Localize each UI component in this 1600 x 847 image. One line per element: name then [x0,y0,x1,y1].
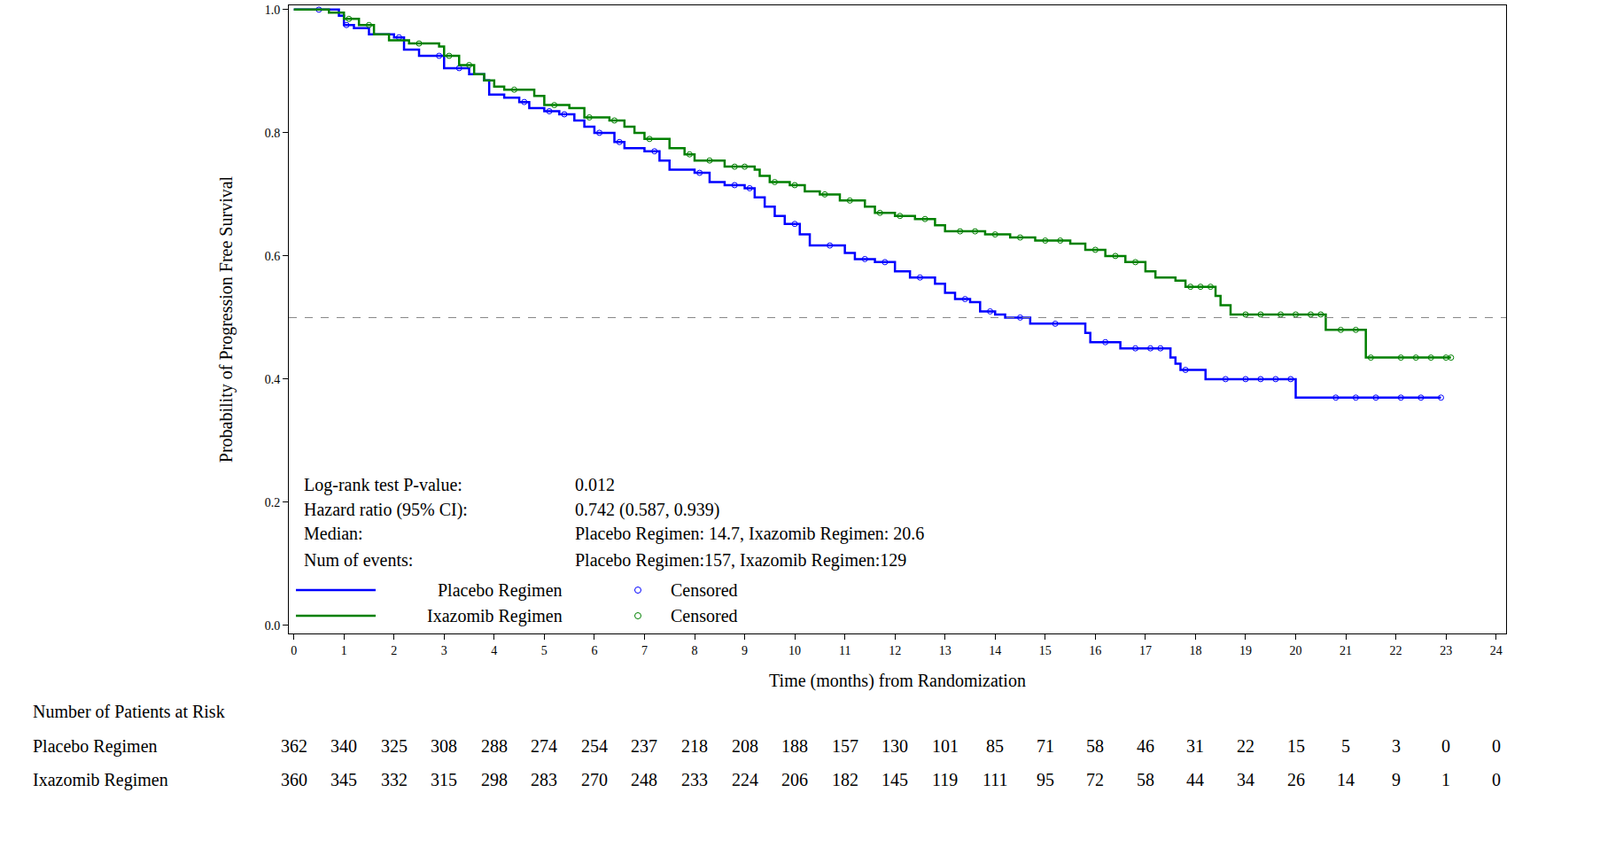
svg-text:Probability of Progression Fre: Probability of Progression Free Survival [216,175,237,463]
svg-text:16: 16 [1088,644,1102,658]
svg-text:0: 0 [1441,736,1451,756]
svg-text:119: 119 [932,769,958,790]
svg-text:Placebo Regimen: Placebo Regimen [437,580,563,601]
svg-text:8: 8 [691,644,699,658]
svg-text:274: 274 [530,736,558,756]
svg-text:308: 308 [430,736,458,756]
svg-text:72: 72 [1086,769,1104,790]
svg-text:Censored: Censored [670,580,738,600]
svg-text:283: 283 [530,769,558,790]
svg-text:19: 19 [1239,644,1252,658]
svg-text:34: 34 [1236,769,1255,790]
svg-text:188: 188 [781,736,808,756]
svg-text:20: 20 [1289,644,1303,658]
svg-text:3: 3 [1391,736,1401,756]
svg-text:5: 5 [541,644,548,658]
svg-text:Placebo Regimen: Placebo Regimen [32,736,158,757]
svg-text:Censored: Censored [670,605,738,626]
svg-text:2: 2 [390,644,397,658]
svg-text:Hazard ratio (95% CI):: Hazard ratio (95% CI): [303,499,468,521]
svg-text:0: 0 [1491,736,1501,756]
svg-text:24: 24 [1490,644,1503,658]
svg-text:Number of Patients at Risk: Number of Patients at Risk [32,701,226,722]
svg-text:0.2: 0.2 [264,496,281,510]
svg-text:157: 157 [831,736,859,756]
svg-text:46: 46 [1136,736,1155,756]
svg-text:17: 17 [1139,644,1152,658]
svg-text:362: 362 [280,736,308,756]
svg-text:206: 206 [781,769,808,790]
svg-text:22: 22 [1236,736,1255,756]
svg-text:9: 9 [741,644,748,658]
svg-text:95: 95 [1036,769,1055,790]
svg-text:5: 5 [1341,736,1351,756]
svg-text:Ixazomib Regimen: Ixazomib Regimen [32,769,169,791]
svg-text:360: 360 [280,769,308,790]
svg-text:298: 298 [481,769,508,790]
svg-text:233: 233 [681,769,708,790]
svg-text:11: 11 [838,644,851,658]
svg-text:0.0: 0.0 [264,619,281,633]
svg-text:248: 248 [630,769,658,790]
svg-text:315: 315 [430,769,458,790]
svg-text:0: 0 [1491,769,1501,790]
svg-text:44: 44 [1186,769,1204,790]
svg-text:Placebo Regimen:157, Ixazomib: Placebo Regimen:157, Ixazomib Regimen:12… [574,550,907,571]
svg-text:12: 12 [888,644,901,658]
svg-text:10: 10 [788,644,801,658]
svg-text:218: 218 [681,736,708,756]
svg-text:0.4: 0.4 [264,372,281,387]
svg-text:14: 14 [988,644,1002,658]
svg-text:31: 31 [1186,736,1204,756]
svg-text:Placebo Regimen: 14.7, Ixazomi: Placebo Regimen: 14.7, Ixazomib Regimen:… [574,523,925,544]
svg-text:254: 254 [581,736,608,756]
svg-text:0.012: 0.012 [574,474,615,495]
svg-text:0: 0 [290,644,297,658]
svg-text:0.6: 0.6 [264,249,281,264]
svg-text:1: 1 [1441,769,1451,790]
svg-text:145: 145 [881,769,909,790]
svg-text:26: 26 [1287,769,1305,790]
svg-text:18: 18 [1188,644,1202,658]
svg-text:21: 21 [1339,644,1352,658]
svg-text:270: 270 [581,769,608,790]
svg-text:182: 182 [831,769,859,790]
svg-text:4: 4 [490,644,498,658]
svg-text:6: 6 [590,644,598,658]
svg-text:224: 224 [731,769,759,790]
svg-text:345: 345 [330,769,358,790]
svg-text:22: 22 [1390,644,1403,658]
svg-text:0.8: 0.8 [264,126,281,140]
svg-text:1: 1 [341,644,348,658]
svg-text:13: 13 [939,644,952,658]
svg-text:58: 58 [1136,769,1155,790]
svg-text:208: 208 [731,736,759,756]
svg-text:0.742 (0.587, 0.939): 0.742 (0.587, 0.939) [574,499,720,521]
svg-text:15: 15 [1039,644,1052,658]
svg-text:14: 14 [1336,769,1355,790]
svg-text:Median:: Median: [303,523,364,544]
svg-text:340: 340 [330,736,358,756]
svg-text:101: 101 [932,736,959,756]
svg-text:3: 3 [441,644,448,658]
svg-text:Log-rank test P-value:: Log-rank test P-value: [303,474,463,496]
svg-text:325: 325 [380,736,408,756]
svg-text:130: 130 [881,736,909,756]
svg-text:23: 23 [1439,644,1453,658]
svg-text:1.0: 1.0 [264,3,281,17]
svg-text:Num of events:: Num of events: [303,550,413,570]
svg-text:85: 85 [986,736,1004,756]
svg-text:71: 71 [1036,736,1055,756]
svg-text:7: 7 [641,644,648,658]
svg-text:288: 288 [481,736,508,756]
svg-text:111: 111 [982,769,1009,790]
svg-text:15: 15 [1287,736,1305,756]
svg-text:58: 58 [1086,736,1104,756]
svg-text:237: 237 [630,736,658,756]
svg-text:9: 9 [1391,769,1401,790]
svg-text:Time (months) from Randomizati: Time (months) from Randomization [768,670,1026,692]
svg-text:332: 332 [380,769,408,790]
svg-text:Ixazomib Regimen: Ixazomib Regimen [427,605,563,627]
